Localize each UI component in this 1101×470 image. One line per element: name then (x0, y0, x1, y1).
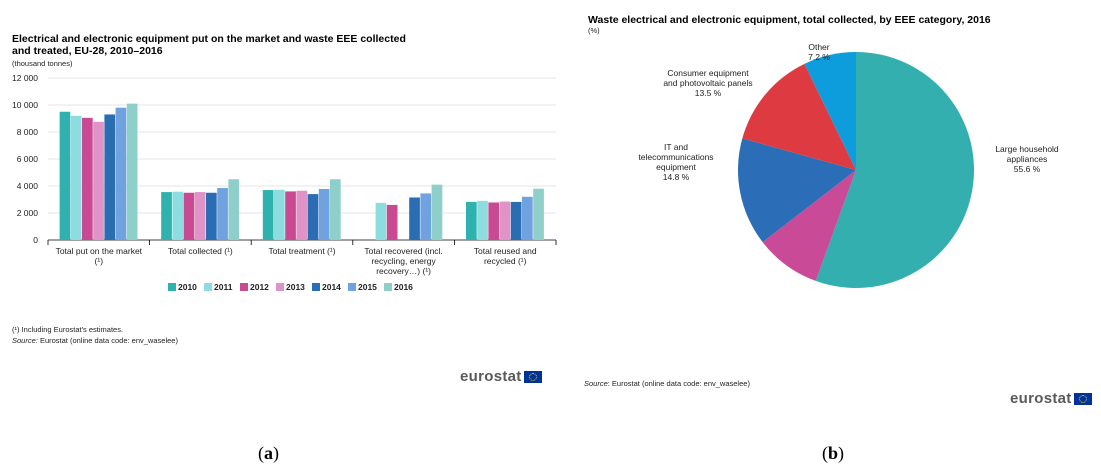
bar-2012 (488, 202, 500, 240)
bar-2014 (104, 114, 116, 240)
bar-2010 (466, 201, 477, 240)
bar-chart-source-prefix: Source: (12, 336, 38, 345)
y-tick-label: 0 (33, 235, 38, 245)
bar-2016 (330, 179, 341, 240)
legend-swatch-2012 (240, 283, 248, 291)
legend-swatch-2013 (276, 283, 284, 291)
bar-chart: 0 2 000 4 000 6 000 8 000 10 000 12 000 Total p… (12, 73, 557, 292)
panel-label-a-letter: a (264, 443, 273, 463)
pie-chart-title: Waste electrical and electronic equipmen… (588, 14, 991, 26)
bar-2014 (307, 194, 319, 240)
pie-label-consumer: Consumer equipment and photovoltaic panel… (663, 68, 752, 98)
bar-2013 (194, 192, 206, 240)
pie-label-large: Large household appliances 55.6 % (995, 144, 1059, 174)
bar-2011 (70, 115, 82, 240)
panel-label-b-letter: b (828, 443, 839, 463)
bar-2016 (533, 188, 544, 240)
bar-2016 (228, 179, 240, 240)
panel-label-a: (a) (258, 443, 279, 463)
x-tick-label: Total recovered (incl. recycling, energy r… (364, 246, 442, 276)
bar-2012 (82, 117, 93, 240)
legend-swatch-2016 (384, 283, 392, 291)
pie-slice-large (815, 52, 974, 288)
legend-label-2014: 2014 (322, 282, 341, 292)
y-tick-label: 8 000 (17, 127, 39, 137)
pie-slice-small (762, 170, 856, 281)
pie-slice-other (804, 52, 856, 170)
bar-2016 (431, 184, 443, 240)
legend-swatch-2015 (348, 283, 356, 291)
eurostat-logo-a: eurostat (460, 368, 542, 385)
bar-2012 (285, 191, 296, 240)
legend-swatch-2010 (168, 283, 176, 291)
pie-chart-source-text: : Eurostat (online data code: env_wasele… (607, 379, 750, 388)
bar-2015 (420, 193, 432, 240)
bar-chart-title-line1: Electrical and electronic equipment put … (12, 33, 406, 45)
pie-label-other: Other 7.2 % (808, 42, 830, 62)
pie-chart-source: Source: Eurostat (online data code: env_… (584, 379, 750, 388)
bar-2015 (115, 107, 127, 240)
y-tick-label: 12 000 (12, 73, 38, 83)
bar-2015 (522, 196, 533, 240)
bar-2010 (262, 190, 274, 240)
legend-label-2011: 2011 (214, 282, 233, 292)
bar-2013 (93, 121, 104, 240)
legend-label-2013: 2013 (286, 282, 305, 292)
eu-flag-icon (523, 370, 542, 383)
y-tick-label: 10 000 (12, 100, 38, 110)
pie-label-it: IT and telecommunications equipment 14.8 % (638, 142, 713, 182)
eurostat-logo-text-a: eurostat (460, 368, 522, 385)
legend-label-2015: 2015 (358, 282, 377, 292)
bar-2011 (375, 202, 387, 240)
panel-label-b: (b) (822, 443, 845, 463)
x-tick-label: Total put on the market (¹) (56, 246, 143, 266)
bar-2015 (217, 188, 228, 240)
x-tick-label: Total reused and recycled (¹) (474, 246, 537, 266)
pie-slice-consumer (742, 63, 856, 170)
bar-2011 (172, 191, 184, 240)
legend-swatch-2011 (204, 283, 212, 291)
bar-2012 (386, 204, 398, 240)
bar-chart-title-line2: and treated, EU-28, 2010–2016 (12, 45, 163, 57)
bar-2011 (477, 200, 488, 240)
legend-label-2016: 2016 (394, 282, 413, 292)
pie-chart-unit: (%) (588, 26, 600, 35)
bar-2010 (59, 111, 71, 240)
eurostat-logo-text-b: eurostat (1010, 390, 1072, 407)
bar-2014 (409, 197, 420, 240)
bar-chart-source: Source: Eurostat (online data code: env_… (12, 336, 178, 345)
bar-2014 (510, 201, 522, 240)
bar-2011 (274, 189, 285, 240)
bar-2010 (161, 192, 172, 240)
legend-label-2010: 2010 (178, 282, 197, 292)
bar-chart-title: Electrical and electronic equipment put … (12, 33, 406, 57)
pie-slice-it (738, 138, 856, 243)
bar-chart-footnote: (¹) Including Eurostat's estimates. (12, 325, 124, 334)
pie-chart-source-prefix: Source (584, 379, 608, 388)
legend-label-2012: 2012 (250, 282, 269, 292)
eurostat-logo-b: eurostat (1010, 390, 1092, 407)
x-tick-label: Total collected (¹) (168, 246, 233, 256)
bar-2015 (318, 188, 330, 240)
bar-2013 (499, 201, 511, 240)
legend-swatch-2014 (312, 283, 320, 291)
bar-2013 (296, 190, 308, 240)
bar-2012 (183, 192, 195, 240)
x-tick-label: Total treatment (¹) (268, 246, 335, 256)
y-tick-label: 6 000 (17, 154, 39, 164)
bar-2014 (206, 192, 217, 240)
eu-flag-icon (1073, 392, 1092, 405)
y-tick-label: 2 000 (17, 208, 39, 218)
bar-chart-unit: (thousand tonnes) (12, 59, 73, 68)
bar-2016 (126, 103, 138, 241)
y-tick-label: 4 000 (17, 181, 39, 191)
bar-chart-source-text: Eurostat (online data code: env_waselee) (37, 336, 178, 345)
